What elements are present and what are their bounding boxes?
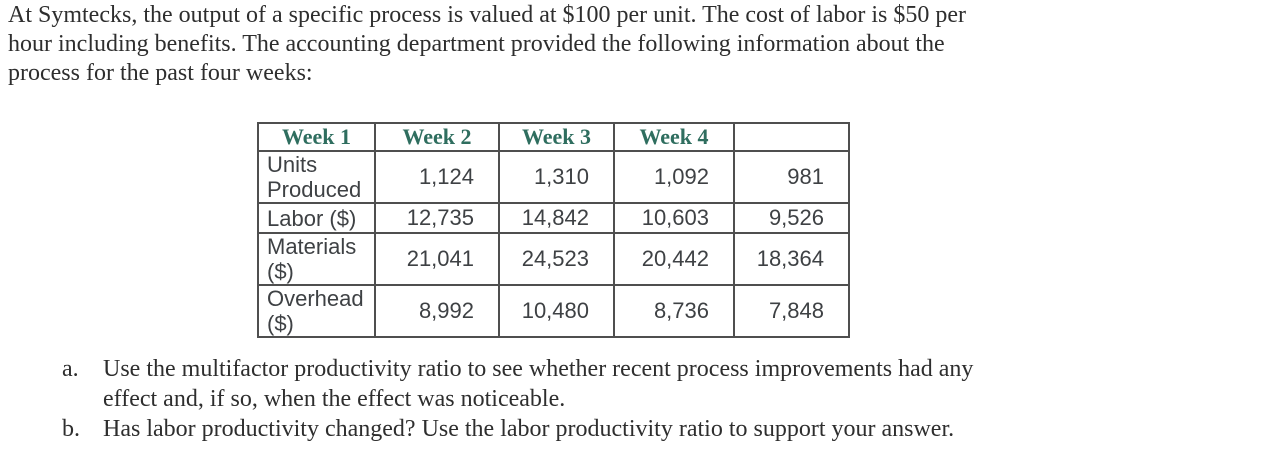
table-row-materials: Materials ($) 21,041 24,523 20,442 18,36… <box>257 232 850 286</box>
question-b-marker: b. <box>62 416 80 442</box>
units-produced-value-4: 981 <box>733 150 850 204</box>
labor-value-4: 9,526 <box>733 202 850 234</box>
materials-value-1: 21,041 <box>374 232 500 286</box>
process-data-table: Week 1 Week 2 Week 3 Week 4 Units Produc… <box>257 122 850 338</box>
overhead-value-1: 8,992 <box>374 284 500 338</box>
labor-value-1: 12,735 <box>374 202 500 234</box>
units-produced-value-3: 1,092 <box>613 150 735 204</box>
column-header-week4: Week 4 <box>613 122 735 152</box>
labor-value-3: 10,603 <box>613 202 735 234</box>
column-header-week3: Week 3 <box>498 122 615 152</box>
intro-paragraph: At Symtecks, the output of a specific pr… <box>8 1 966 88</box>
question-b: b. Has labor productivity changed? Use t… <box>62 414 973 444</box>
question-b-line-1: Has labor productivity changed? Use the … <box>103 416 955 442</box>
materials-value-3: 20,442 <box>613 232 735 286</box>
table-row-overhead: Overhead ($) 8,992 10,480 8,736 7,848 <box>257 284 850 338</box>
labor-value-2: 14,842 <box>498 202 615 234</box>
question-a-line-2: effect and, if so, when the effect was n… <box>103 386 566 412</box>
overhead-value-3: 8,736 <box>613 284 735 338</box>
row-label-overhead: Overhead ($) <box>257 284 376 338</box>
row-label-materials: Materials ($) <box>257 232 376 286</box>
row-label-units-produced: Units Produced <box>257 150 376 204</box>
column-header-week1: Week 1 <box>257 122 376 152</box>
intro-line-2: hour including benefits. The accounting … <box>8 31 945 57</box>
column-header-empty <box>733 122 850 152</box>
table-row-units-produced: Units Produced 1,124 1,310 1,092 981 <box>257 150 850 204</box>
table-header-row: Week 1 Week 2 Week 3 Week 4 <box>257 122 850 152</box>
materials-value-4: 18,364 <box>733 232 850 286</box>
table-row-labor: Labor ($) 12,735 14,842 10,603 9,526 <box>257 202 850 234</box>
question-a-text: Use the multifactor productivity ratio t… <box>103 354 973 414</box>
units-produced-value-2: 1,310 <box>498 150 615 204</box>
overhead-value-4: 7,848 <box>733 284 850 338</box>
intro-line-3: process for the past four weeks: <box>8 60 313 86</box>
units-produced-value-1: 1,124 <box>374 150 500 204</box>
question-b-text: Has labor productivity changed? Use the … <box>103 414 954 444</box>
row-label-labor: Labor ($) <box>257 202 376 234</box>
question-a-line-1: Use the multifactor productivity ratio t… <box>103 356 974 382</box>
question-a: a. Use the multifactor productivity rati… <box>62 354 973 414</box>
column-header-week2: Week 2 <box>374 122 500 152</box>
process-data-table-wrapper: Week 1 Week 2 Week 3 Week 4 Units Produc… <box>257 122 850 338</box>
question-list: a. Use the multifactor productivity rati… <box>62 354 973 444</box>
materials-value-2: 24,523 <box>498 232 615 286</box>
overhead-value-2: 10,480 <box>498 284 615 338</box>
question-a-marker: a. <box>62 356 79 382</box>
intro-line-1: At Symtecks, the output of a specific pr… <box>8 2 967 28</box>
